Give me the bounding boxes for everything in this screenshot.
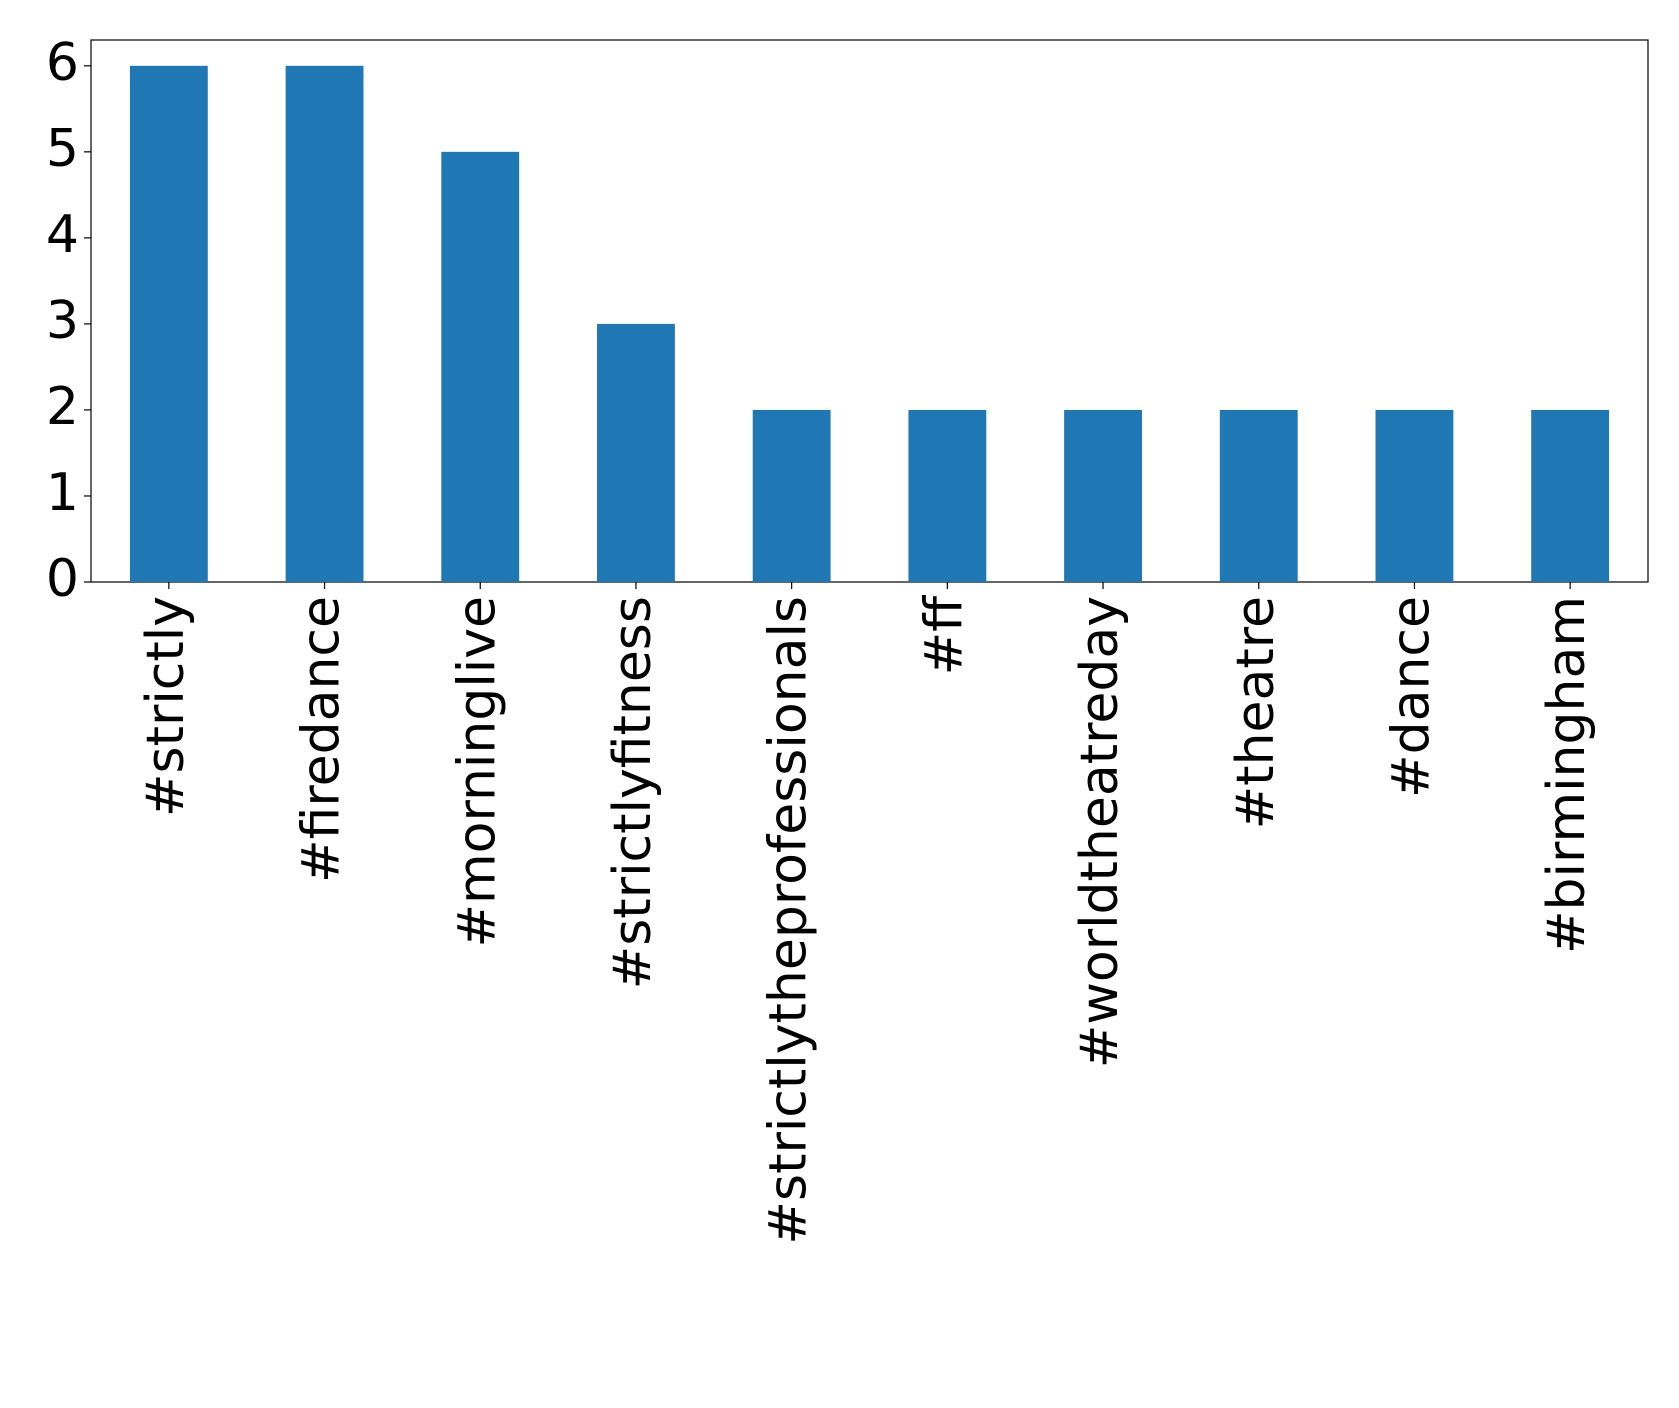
x-tick-label: #ff	[914, 595, 974, 676]
bar	[1064, 409, 1142, 582]
y-tick-label: 0	[46, 549, 79, 609]
x-tick-label: #strictlytheprofessionals	[759, 596, 819, 1245]
bar	[908, 409, 987, 582]
bar	[1219, 409, 1298, 582]
y-tick-label: 6	[46, 33, 79, 93]
bar	[597, 323, 675, 582]
x-tick-label: #morninglive	[447, 596, 507, 948]
bar	[1531, 409, 1610, 582]
x-tick-label: #theatre	[1226, 596, 1286, 829]
plot-frame	[90, 39, 1649, 583]
x-tick-label: #strictlyfitness	[603, 596, 663, 989]
x-tick-label: #birmingham	[1537, 596, 1597, 954]
x-tick-label: #worldtheatreday	[1070, 596, 1130, 1068]
y-tick-label: 2	[46, 377, 79, 437]
y-tick-label: 4	[46, 205, 79, 265]
bar	[441, 151, 520, 583]
x-tick-label: #dance	[1381, 596, 1441, 798]
x-tick-label: #strictly	[136, 596, 196, 817]
bar	[129, 65, 208, 583]
y-tick-label: 5	[46, 119, 79, 179]
x-tick-label: #firedance	[292, 596, 352, 883]
bar	[752, 409, 831, 582]
bar	[1375, 409, 1454, 582]
y-tick-label: 3	[46, 291, 79, 351]
bar	[285, 65, 364, 583]
y-tick-label: 1	[46, 463, 79, 523]
